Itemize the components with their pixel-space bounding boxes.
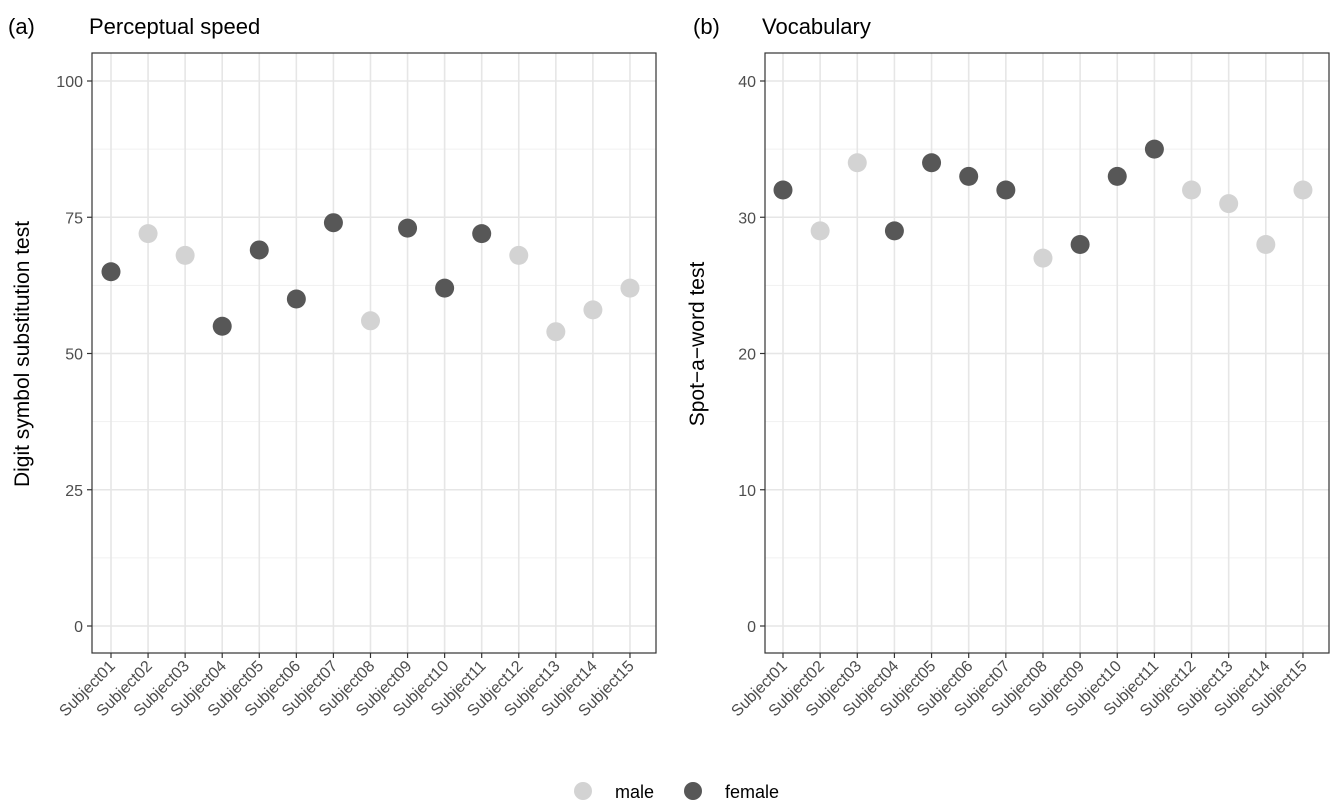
panel-b-point-subject15: [1293, 180, 1313, 200]
panel-a-point-subject04: [212, 316, 232, 336]
panel-b-y-axis-label: Spot−a−word test: [686, 262, 709, 427]
panel-b-point-subject01: [773, 180, 793, 200]
panel-b-y-tick-label: 20: [738, 347, 756, 364]
panel-b-y-tick-label: 40: [738, 74, 756, 91]
panel-a-y-tick-label: 50: [65, 347, 83, 364]
panel-b-tag: (b): [693, 14, 720, 39]
panel-b-point-subject07: [996, 180, 1016, 200]
panel-b-point-subject13: [1219, 194, 1239, 214]
panel-b-plot: 010203040Subject01Subject02Subject03Subj…: [728, 52, 1330, 720]
panel-a-panel-border: [91, 52, 657, 654]
panel-a-point-subject05: [249, 240, 269, 260]
panel-b-panel-border: [764, 52, 1330, 654]
panel-b-title: Vocabulary: [762, 14, 871, 39]
panel-b-point-subject12: [1182, 180, 1202, 200]
panel-a-point-subject14: [583, 300, 603, 320]
panel-a-point-subject11: [472, 224, 492, 244]
legend-male-label: male: [615, 782, 654, 800]
panel-b-point-subject03: [847, 153, 867, 173]
panel-a-point-subject10: [435, 278, 455, 298]
panel-a-point-subject01: [101, 262, 121, 282]
panel-a-y-tick-label: 0: [74, 619, 83, 636]
panel-a-plot: 0255075100Subject01Subject02Subject03Sub…: [56, 52, 657, 720]
panel-b-y-tick-label: 30: [738, 210, 756, 227]
panel-b: (b) Vocabulary Spot−a−word test 0 10 20 30 4…: [686, 14, 1330, 720]
panel-a-point-subject08: [360, 311, 380, 331]
panel-a-point-subject12: [509, 245, 529, 265]
panel-a-point-subject06: [286, 289, 306, 309]
panel-b-y-tick-label: 10: [738, 483, 756, 500]
panel-a-point-subject07: [323, 213, 343, 233]
panel-a-point-subject13: [546, 322, 566, 342]
panel-a-title: Perceptual speed: [89, 14, 260, 39]
legend-female-key: [684, 782, 702, 800]
panel-a: (a) Perceptual speed Digit symbol substi…: [8, 14, 657, 720]
legend-male-key: [574, 782, 592, 800]
panel-a-point-subject02: [138, 224, 158, 244]
panel-a-point-subject03: [175, 245, 195, 265]
panel-a-point-subject15: [620, 278, 640, 298]
panel-b-point-subject09: [1070, 235, 1090, 254]
panel-b-point-subject11: [1144, 139, 1164, 159]
panel-b-point-subject08: [1033, 248, 1053, 268]
panel-a-y-tick-label: 100: [56, 74, 83, 91]
panel-b-point-subject02: [810, 221, 830, 241]
panel-b-y-tick-label: 0: [747, 619, 756, 636]
panel-a-y-tick-label: 25: [65, 483, 83, 500]
panel-a-y-tick-label: 75: [65, 210, 83, 227]
panel-a-tag: (a): [8, 14, 35, 39]
panel-b-point-subject04: [884, 221, 904, 241]
legend: male female: [574, 782, 779, 800]
panel-b-point-subject14: [1256, 235, 1276, 254]
panel-b-point-subject10: [1107, 166, 1127, 186]
panel-a-point-subject09: [398, 218, 418, 238]
panel-b-point-subject05: [922, 153, 942, 173]
panel-b-point-subject06: [959, 166, 979, 186]
panel-a-y-axis-label: Digit symbol substitution test: [11, 221, 34, 487]
legend-female-label: female: [725, 782, 779, 800]
